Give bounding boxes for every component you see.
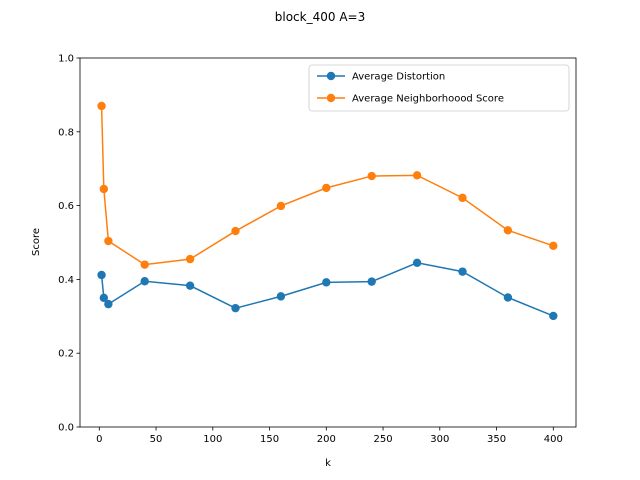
legend-entry-label: Average Neighborhoood Score bbox=[352, 94, 504, 105]
y-tick-label: 0.8 bbox=[58, 127, 74, 138]
data-point bbox=[99, 293, 109, 303]
x-tick-label: 100 bbox=[203, 434, 222, 445]
data-point bbox=[503, 226, 513, 235]
data-point bbox=[367, 171, 376, 181]
data-point bbox=[185, 281, 195, 290]
data-point bbox=[104, 236, 113, 246]
data-point bbox=[97, 270, 106, 280]
data-point bbox=[367, 277, 376, 286]
axes-frame bbox=[79, 57, 577, 428]
x-tick-label: 250 bbox=[374, 434, 393, 445]
y-tick-label: 0.0 bbox=[58, 423, 74, 434]
x-tick-label: 200 bbox=[317, 434, 336, 445]
x-tick-label: 150 bbox=[260, 434, 279, 445]
data-point bbox=[549, 311, 558, 321]
x-tick-label: 50 bbox=[150, 434, 163, 445]
legend-swatch-marker bbox=[326, 71, 336, 81]
y-axis: 0.0 0.2 0.4 0.6 0.8 1.0 bbox=[58, 54, 80, 434]
data-point bbox=[412, 258, 422, 267]
data-point bbox=[412, 171, 422, 180]
x-tick-label: 400 bbox=[544, 434, 563, 445]
x-axis: 0 50 100 150 200 250 300 350 400 bbox=[96, 427, 563, 445]
x-tick-label: 300 bbox=[430, 434, 449, 445]
data-point bbox=[99, 184, 109, 194]
data-point bbox=[276, 201, 286, 211]
plot-area bbox=[97, 101, 558, 321]
x-axis-label: k bbox=[325, 458, 331, 469]
y-axis-label: Score bbox=[31, 228, 42, 256]
data-point bbox=[276, 292, 286, 301]
y-tick-label: 1.0 bbox=[58, 54, 74, 65]
data-point bbox=[322, 278, 331, 287]
legend-frame bbox=[308, 64, 570, 112]
data-point bbox=[104, 299, 113, 309]
y-tick-label: 0.2 bbox=[58, 349, 74, 360]
series-line-0 bbox=[100, 262, 554, 317]
data-point bbox=[549, 241, 558, 251]
data-point bbox=[231, 226, 240, 236]
x-tick-label: 0 bbox=[96, 434, 102, 445]
data-point bbox=[140, 277, 149, 286]
data-point bbox=[97, 101, 106, 111]
data-point bbox=[185, 254, 195, 264]
x-tick-label: 350 bbox=[487, 434, 506, 445]
legend: Average Distortion Average Neighborhoood … bbox=[308, 64, 570, 112]
data-point bbox=[458, 193, 467, 203]
legend-swatch-marker bbox=[326, 93, 336, 103]
data-point bbox=[322, 183, 331, 193]
data-point bbox=[231, 303, 240, 313]
data-point bbox=[140, 260, 149, 269]
legend-entry-label: Average Distortion bbox=[352, 72, 445, 83]
data-point bbox=[503, 293, 513, 302]
y-tick-label: 0.6 bbox=[58, 201, 74, 212]
chart-title: block_400 A=3 bbox=[275, 10, 365, 24]
data-point bbox=[458, 267, 467, 276]
y-tick-label: 0.4 bbox=[58, 275, 74, 286]
